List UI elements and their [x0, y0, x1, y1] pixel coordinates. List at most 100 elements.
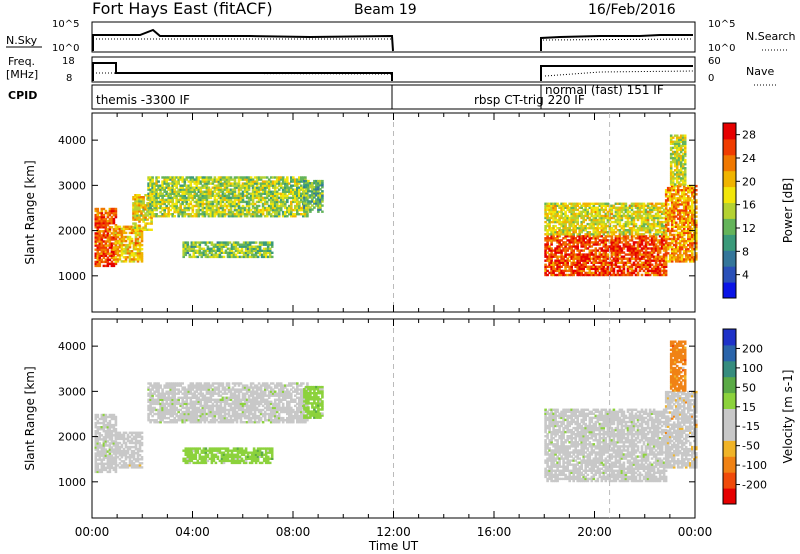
heatmap-cell: [652, 243, 656, 246]
heatmap-cell: [244, 251, 248, 254]
heatmap-cell: [217, 184, 221, 187]
heatmap-cell: [687, 223, 690, 226]
heatmap-cell: [281, 204, 285, 208]
heatmap-cell: [138, 254, 142, 257]
heatmap-cell: [179, 204, 182, 208]
heatmap-cell: [630, 204, 634, 207]
heatmap-cell: [223, 213, 227, 216]
heatmap-cell: [215, 178, 219, 181]
heatmap-cell: [560, 255, 563, 258]
heatmap-cell: [200, 255, 204, 259]
heatmap-cell: [265, 186, 269, 189]
heatmap-cell: [687, 235, 690, 239]
heatmap-cell: [674, 193, 678, 196]
heatmap-cell: [590, 227, 594, 230]
heatmap-cell: [660, 257, 664, 260]
heatmap-cell: [227, 176, 231, 179]
heatmap-cell: [202, 253, 206, 257]
heatmap-cell: [251, 200, 255, 204]
heatmap-cell: [273, 194, 277, 197]
heatmap-cell: [100, 458, 104, 461]
heatmap-cell: [672, 186, 676, 190]
heatmap-cell: [246, 251, 250, 254]
heatmap-cell: [632, 210, 636, 214]
heatmap-cell: [614, 224, 618, 228]
heatmap-cell: [173, 210, 176, 214]
heatmap-cell: [673, 144, 677, 148]
heatmap-cell: [298, 182, 301, 185]
heatmap-cell: [666, 241, 670, 245]
heatmap-cell: [96, 452, 100, 455]
heatmap-cell: [682, 237, 686, 241]
heatmap-cell: [636, 249, 640, 252]
heatmap-cell: [269, 206, 273, 210]
heatmap-cell: [594, 220, 598, 224]
heatmap-cell: [120, 227, 124, 231]
heatmap-cell: [562, 243, 565, 246]
heatmap-cell: [138, 216, 141, 219]
heatmap-cell: [248, 241, 252, 244]
heatmap-cell: [213, 208, 217, 212]
heatmap-cell: [104, 250, 108, 253]
heatmap-cell: [142, 228, 145, 231]
heatmap-cell: [219, 186, 223, 189]
heatmap-cell: [628, 206, 632, 209]
heatmap-cell: [269, 190, 273, 193]
heatmap-cell: [564, 247, 567, 250]
heatmap-cell: [568, 235, 571, 238]
heatmap-cell: [620, 210, 624, 214]
heatmap-cell: [185, 198, 189, 202]
heatmap-cell: [682, 217, 686, 220]
heatmap-cell: [305, 210, 308, 213]
heatmap-cell: [608, 271, 612, 275]
heatmap-cell: [221, 196, 225, 200]
freq-tick-bottom: 8: [66, 73, 72, 84]
heatmap-cell: [582, 237, 585, 240]
heatmap-cell: [189, 196, 193, 200]
heatmap-cell: [221, 200, 225, 204]
heatmap-cell: [572, 273, 575, 277]
heatmap-cell: [257, 210, 261, 214]
heatmap-cell: [292, 176, 295, 179]
heatmap-cell: [98, 462, 102, 465]
heatmap-cell: [319, 188, 322, 191]
heatmap-cell: [112, 428, 116, 431]
heatmap-cell: [286, 198, 289, 202]
heatmap-cell: [618, 251, 622, 254]
heatmap-cell: [218, 247, 222, 250]
heatmap-cell: [187, 192, 191, 195]
heatmap-cell: [552, 202, 555, 205]
heatmap-cell: [225, 178, 229, 181]
heatmap-cell: [246, 255, 250, 259]
heatmap-cell: [106, 423, 110, 427]
heatmap-cell: [644, 216, 648, 220]
heatmap-cell: [664, 250, 668, 253]
heatmap-cell: [286, 206, 289, 210]
heatmap-cell: [584, 261, 587, 264]
heatmap-cell: [311, 194, 314, 197]
heatmap-cell: [684, 248, 688, 251]
heatmap-cell: [672, 254, 676, 257]
heatmap-cell: [689, 241, 692, 245]
heatmap-cell: [206, 247, 210, 250]
heatmap-cell: [307, 179, 310, 183]
heatmap-cell: [110, 220, 114, 223]
heatmap-cell: [187, 194, 191, 197]
heatmap-cell: [652, 239, 656, 242]
heatmap-cell: [566, 259, 569, 262]
heatmap-cell: [225, 198, 229, 202]
heatmap-cell: [580, 269, 583, 273]
heatmap-cell: [548, 220, 551, 224]
heatmap-cell: [205, 194, 209, 197]
heatmap-cell: [292, 200, 295, 204]
heatmap-cell: [197, 213, 201, 216]
heatmap-cell: [670, 201, 674, 204]
heatmap-cell: [207, 202, 211, 206]
heatmap-cell: [682, 211, 686, 214]
heatmap-cell: [98, 240, 102, 243]
heatmap-cell: [656, 271, 660, 275]
heatmap-cell: [159, 206, 162, 210]
heatmap-cell: [606, 216, 610, 220]
heatmap-cell: [218, 241, 222, 244]
heatmap-cell: [279, 184, 283, 187]
